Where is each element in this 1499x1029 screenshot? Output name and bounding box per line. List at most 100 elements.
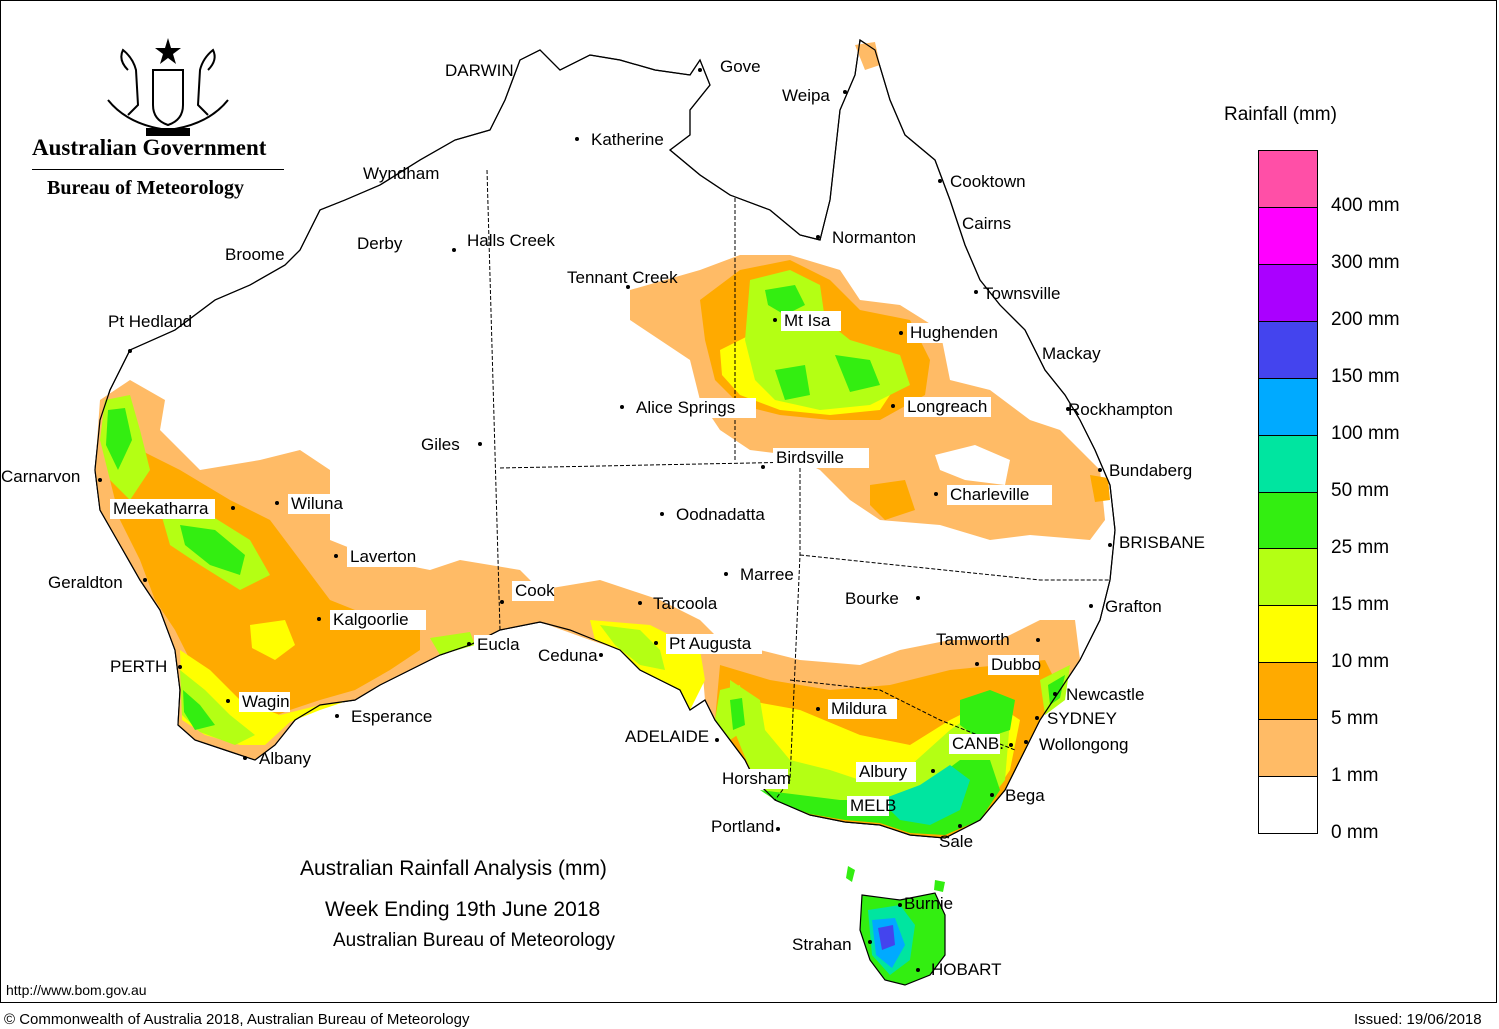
legend-label: 300 mm xyxy=(1331,252,1400,273)
place-marker xyxy=(990,793,994,797)
legend-swatch xyxy=(1259,663,1317,721)
place-label: Cook xyxy=(515,581,555,600)
place-marker xyxy=(843,90,847,94)
place-marker xyxy=(226,699,230,703)
place-marker xyxy=(715,738,719,742)
place-marker xyxy=(975,662,979,666)
place-marker xyxy=(773,318,777,322)
place-labels: DARWIN Gove Weipa Katherine Wyndham Cooktown C… xyxy=(1,57,1205,979)
place-label-background xyxy=(288,494,348,514)
place-marker xyxy=(1053,692,1057,696)
place-marker xyxy=(178,665,182,669)
legend-swatch xyxy=(1259,606,1317,664)
place-label-background xyxy=(828,699,897,719)
place-label-background xyxy=(512,581,554,601)
legend-label: 200 mm xyxy=(1331,309,1400,330)
map-source: Australian Bureau of Meteorology xyxy=(333,930,615,951)
place-label: Normanton xyxy=(832,228,916,247)
map-period: Week Ending 19th June 2018 xyxy=(325,898,601,921)
place-label-background xyxy=(719,769,788,789)
place-label-background xyxy=(666,634,762,654)
place-marker xyxy=(816,707,820,711)
place-label: Halls Creek xyxy=(467,231,555,250)
place-label: Cooktown xyxy=(950,172,1026,191)
place-label: Oodnadatta xyxy=(676,505,765,524)
place-label: Newcastle xyxy=(1066,685,1144,704)
bureau-subtitle: Bureau of Meteorology xyxy=(47,177,245,199)
legend-swatch xyxy=(1259,264,1317,322)
legend-label: 1 mm xyxy=(1331,765,1379,786)
place-label: Mildura xyxy=(831,699,887,718)
place-marker xyxy=(1035,716,1039,720)
place-label: Broome xyxy=(225,245,285,264)
place-label: Burnie xyxy=(904,894,953,913)
legend-swatch xyxy=(1259,151,1317,208)
place-marker xyxy=(1024,740,1028,744)
place-marker xyxy=(452,248,456,252)
place-marker xyxy=(1036,638,1040,642)
place-marker xyxy=(231,506,235,510)
place-marker xyxy=(599,653,603,657)
place-label-background xyxy=(622,727,700,747)
legend-swatch xyxy=(1259,777,1317,834)
place-marker xyxy=(934,492,938,496)
place-marker xyxy=(654,641,658,645)
place-label-background xyxy=(856,762,916,782)
legend-swatch xyxy=(1259,321,1317,379)
place-marker xyxy=(958,824,962,828)
place-label: Gove xyxy=(720,57,761,76)
place-label: Dubbo xyxy=(991,655,1041,674)
place-label: BRISBANE xyxy=(1119,533,1205,552)
legend-label: 25 mm xyxy=(1331,537,1390,558)
place-label-background xyxy=(988,655,1039,675)
divider xyxy=(32,169,284,170)
place-label: Longreach xyxy=(907,397,987,416)
place-label: Horsham xyxy=(722,769,791,788)
place-label: Carnarvon xyxy=(1,467,80,486)
place-label-background xyxy=(947,485,1052,505)
copyright-text: © Commonwealth of Australia 2018, Austra… xyxy=(4,1011,470,1028)
place-label: Laverton xyxy=(350,547,416,566)
place-marker xyxy=(335,714,339,718)
place-marker xyxy=(478,442,482,446)
legend-label: 150 mm xyxy=(1331,366,1400,387)
legend-swatch xyxy=(1259,207,1317,265)
place-label-background xyxy=(330,610,426,630)
place-label: Alice Springs xyxy=(636,398,735,417)
place-marker xyxy=(638,601,642,605)
place-label: Townsville xyxy=(983,284,1060,303)
legend-swatch xyxy=(1259,378,1317,436)
issued-date: Issued: 19/06/2018 xyxy=(1354,1011,1482,1028)
legend-swatch xyxy=(1259,549,1317,607)
place-label: Pt Augusta xyxy=(669,634,752,653)
place-marker xyxy=(660,512,664,516)
place-label: SYDNEY xyxy=(1047,709,1117,728)
place-label-background xyxy=(773,448,869,468)
legend-swatch xyxy=(1259,492,1317,550)
place-marker xyxy=(467,642,471,646)
place-label: DARWIN xyxy=(445,61,514,80)
place-label: Hughenden xyxy=(910,323,998,342)
place-label: Tennant Creek xyxy=(567,268,678,287)
coat-of-arms-icon xyxy=(107,38,229,136)
place-label-background xyxy=(347,547,425,567)
place-label: Wagin xyxy=(242,692,290,711)
legend-label: 0 mm xyxy=(1331,822,1379,843)
legend-label: 5 mm xyxy=(1331,708,1379,729)
place-label: Bega xyxy=(1005,786,1045,805)
place-label: Weipa xyxy=(782,86,830,105)
place-label: Tarcoola xyxy=(653,594,718,613)
website-link[interactable]: http://www.bom.gov.au xyxy=(6,982,147,998)
place-label-background xyxy=(474,635,525,655)
place-marker xyxy=(938,179,942,183)
place-label-background xyxy=(949,734,1000,754)
place-label: Bundaberg xyxy=(1109,461,1192,480)
place-label: Tamworth xyxy=(936,630,1010,649)
place-label-background xyxy=(904,397,991,417)
place-label: Kalgoorlie xyxy=(333,610,409,629)
place-marker xyxy=(143,578,147,582)
place-label: Marree xyxy=(740,565,794,584)
place-label: Bourke xyxy=(845,589,899,608)
place-label: Mackay xyxy=(1042,344,1101,363)
place-label: Giles xyxy=(421,435,460,454)
